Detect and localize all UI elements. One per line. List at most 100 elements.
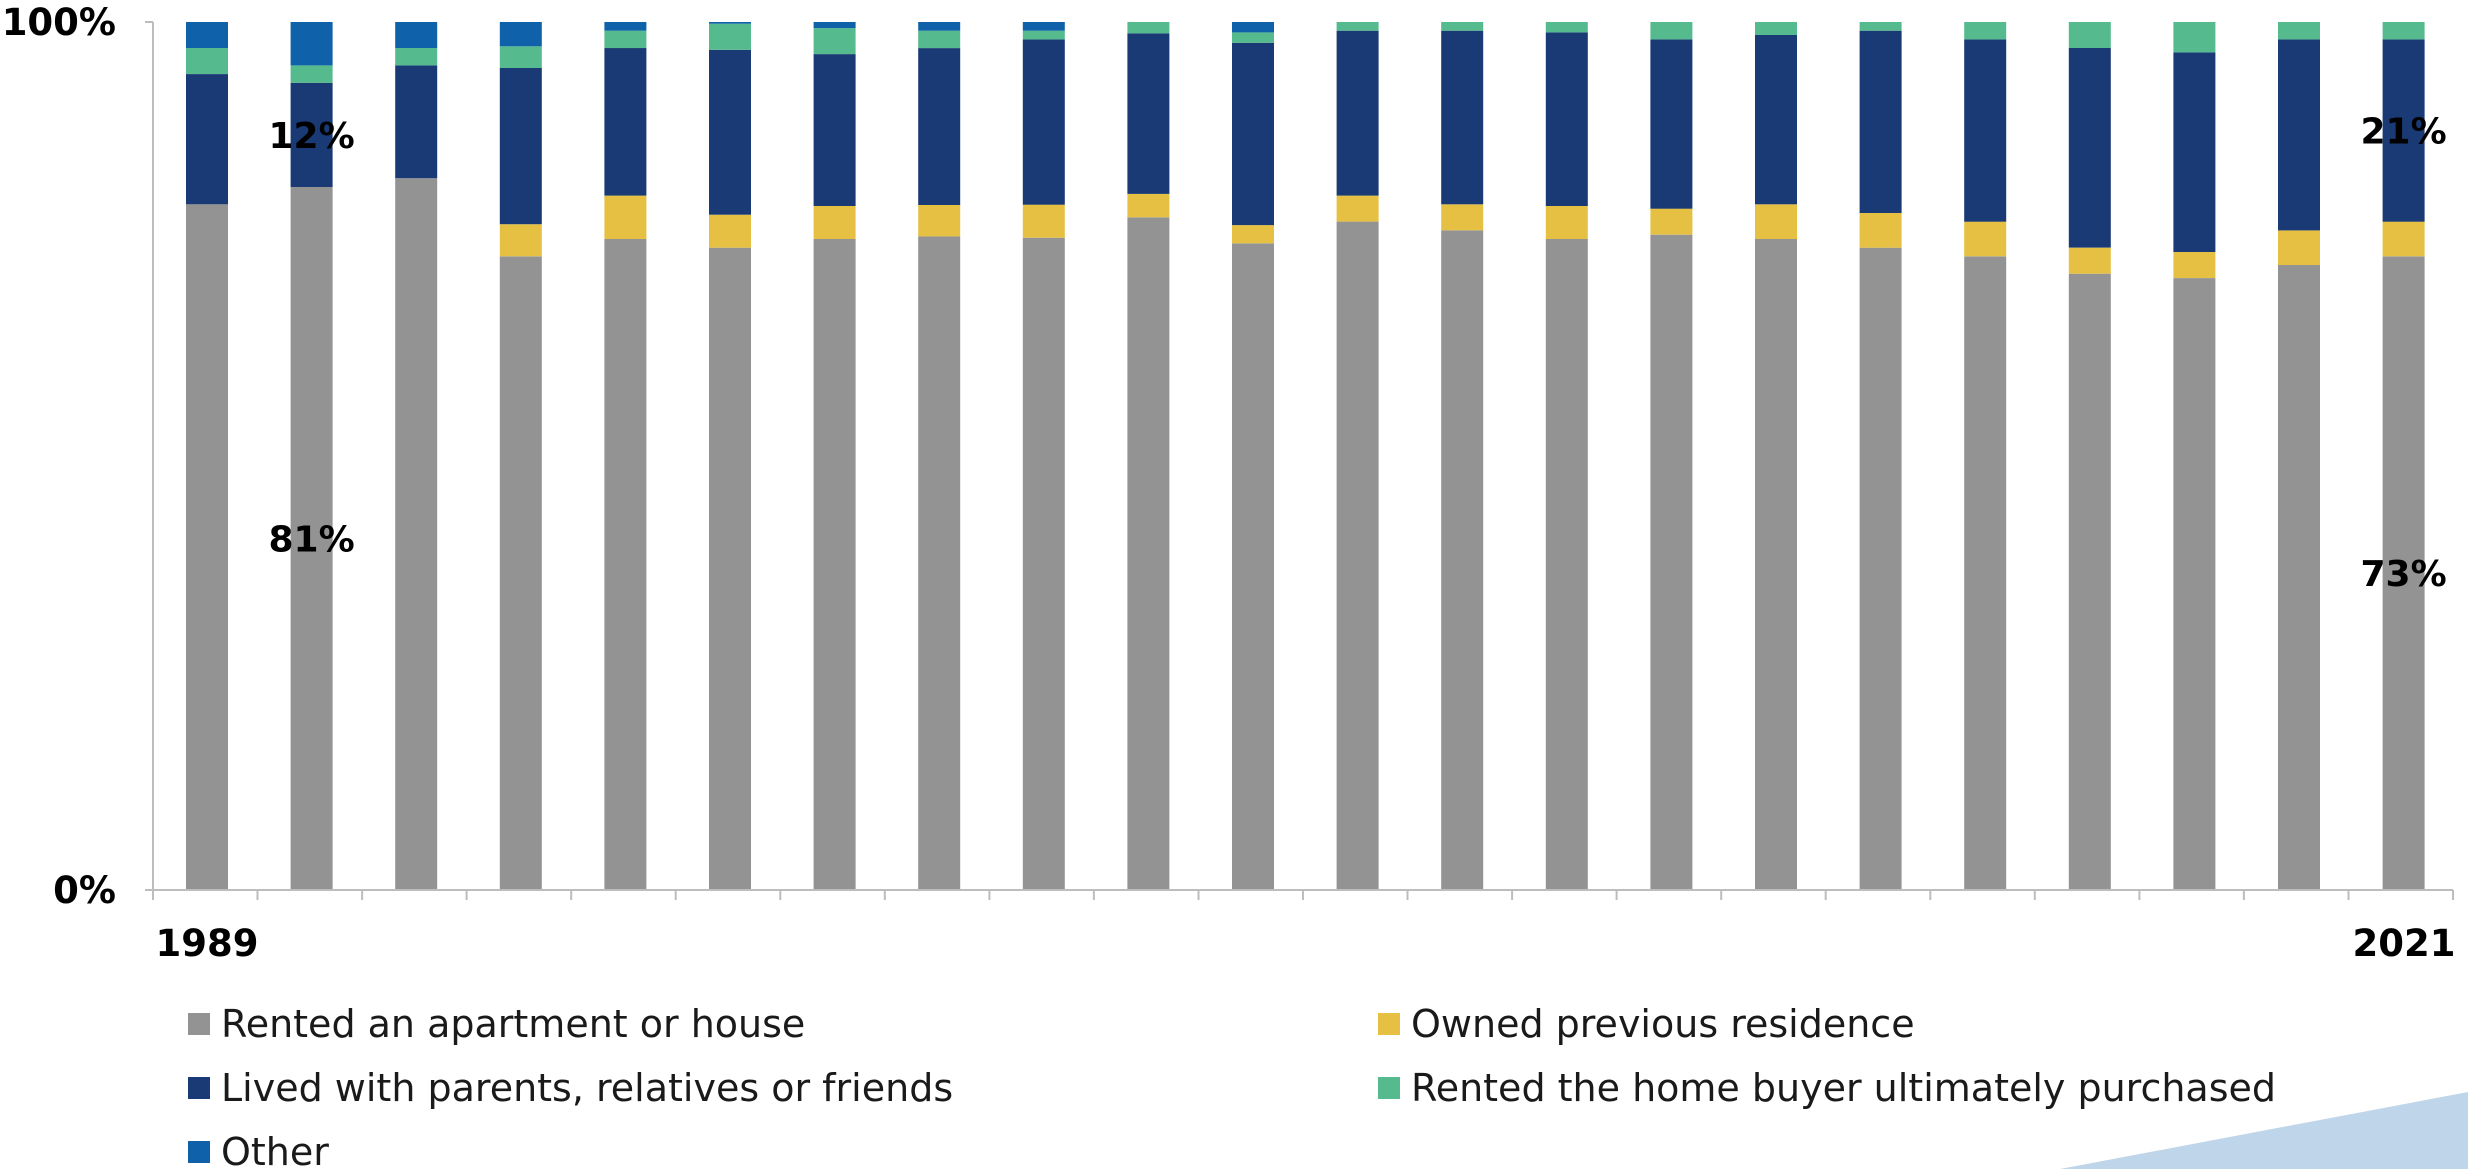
bar-segment — [1336, 221, 1379, 891]
bar-segment — [1755, 22, 1797, 35]
bar-segment — [395, 65, 438, 179]
x-axis-ticks — [152, 890, 2454, 900]
legend-swatch — [188, 1077, 210, 1099]
bar-segment — [709, 22, 751, 24]
bar-segment — [604, 48, 647, 196]
bar-segment — [1127, 22, 1170, 34]
bar-segment — [2382, 256, 2425, 890]
x-tick-label-first: 1989 — [156, 922, 259, 965]
bar-segment — [186, 22, 228, 48]
bar-segment — [1441, 204, 1484, 231]
bar-segment — [1650, 234, 1693, 890]
bar-segment — [2068, 22, 2111, 48]
bar-segment — [1232, 32, 1274, 43]
bars-layer — [186, 22, 2425, 891]
bar-segment — [604, 195, 647, 239]
bar-segment — [1232, 243, 1274, 891]
legend-label: Owned previous residence — [1411, 1002, 1915, 1046]
bar-segment — [2068, 247, 2111, 274]
bar-segment — [2382, 221, 2425, 257]
bar-segment — [1022, 204, 1065, 238]
bar-segment — [395, 178, 438, 890]
bar-segment — [1859, 213, 1902, 248]
bar-segment — [1545, 22, 1588, 33]
legend-label: Other — [221, 1130, 329, 1169]
bar-segment — [2173, 52, 2216, 253]
bar-segment — [709, 247, 751, 890]
bar-segment — [1964, 221, 2007, 257]
bar-segment — [186, 74, 228, 205]
legend-swatch — [1378, 1013, 1400, 1035]
bar-segment — [1441, 22, 1484, 31]
legend-swatch — [188, 1013, 210, 1035]
bar-segment — [918, 48, 961, 205]
bar-segment — [1545, 32, 1588, 207]
bar-segment — [1022, 30, 1065, 40]
bar-segment — [1650, 39, 1693, 209]
bar-segment — [290, 22, 333, 66]
bar-segment — [709, 49, 751, 215]
bar-segment — [395, 22, 438, 48]
bar-segment — [290, 82, 333, 187]
bar-segment — [1441, 230, 1484, 891]
bar-segment — [1127, 217, 1170, 891]
bar-segment — [1022, 22, 1065, 31]
data-label: 81% — [269, 520, 355, 561]
legend-label: Rented the home buyer ultimately purchas… — [1411, 1066, 2276, 1110]
bar-segment — [2068, 48, 2111, 248]
bar-segment — [1232, 22, 1274, 33]
bar-segment — [499, 224, 542, 257]
bar-segment — [499, 22, 542, 47]
bar-segment — [1650, 208, 1693, 235]
bar-segment — [1755, 239, 1797, 890]
data-label: 21% — [2361, 112, 2447, 153]
bar-segment — [918, 30, 961, 49]
data-labels-layer: 81% 12% 73% 21% — [269, 112, 2447, 596]
bar-segment — [1545, 206, 1588, 239]
bar-segment — [604, 30, 647, 49]
bar-segment — [709, 214, 751, 248]
bar-segment — [1755, 204, 1797, 239]
bar-segment — [2173, 252, 2216, 278]
bar-segment — [918, 236, 961, 890]
x-tick-label-last: 2021 — [2353, 922, 2456, 965]
bar-segment — [2278, 265, 2320, 890]
bar-segment — [1232, 225, 1274, 244]
bar-segment — [1859, 30, 1902, 214]
bar-segment — [2278, 39, 2320, 231]
legend: Rented an apartment or house Owned previo… — [188, 1002, 2276, 1169]
bar-segment — [604, 22, 647, 31]
bar-segment — [918, 205, 961, 237]
bar-segment — [1127, 193, 1170, 218]
legend-label: Lived with parents, relatives or friends — [221, 1066, 953, 1110]
bar-segment — [604, 239, 647, 890]
data-label: 73% — [2361, 554, 2447, 595]
data-label: 12% — [269, 116, 355, 157]
bar-segment — [2068, 273, 2111, 890]
bar-segment — [1545, 239, 1588, 890]
bar-segment — [290, 186, 333, 890]
bar-segment — [2173, 278, 2216, 891]
bar-segment — [395, 48, 438, 66]
bar-segment — [813, 22, 856, 29]
bar-segment — [499, 68, 542, 225]
bar-segment — [2173, 22, 2216, 53]
bar-segment — [1336, 195, 1379, 222]
bar-segment — [1859, 22, 1902, 31]
bar-segment — [813, 54, 856, 206]
bar-segment — [1964, 39, 2007, 222]
bar-segment — [1336, 22, 1379, 31]
bar-segment — [290, 65, 333, 83]
bar-segment — [2278, 22, 2320, 40]
legend-swatch — [1378, 1077, 1400, 1099]
bar-segment — [1232, 42, 1274, 226]
bar-segment — [499, 256, 542, 890]
bar-segment — [2382, 22, 2425, 40]
bar-segment — [499, 46, 542, 68]
y-tick-label-bottom: 0% — [53, 869, 116, 912]
bar-segment — [813, 206, 856, 239]
bar-segment — [186, 48, 228, 74]
bar-segment — [1022, 39, 1065, 205]
bar-segment — [813, 28, 856, 55]
legend-label: Rented an apartment or house — [221, 1002, 805, 1046]
